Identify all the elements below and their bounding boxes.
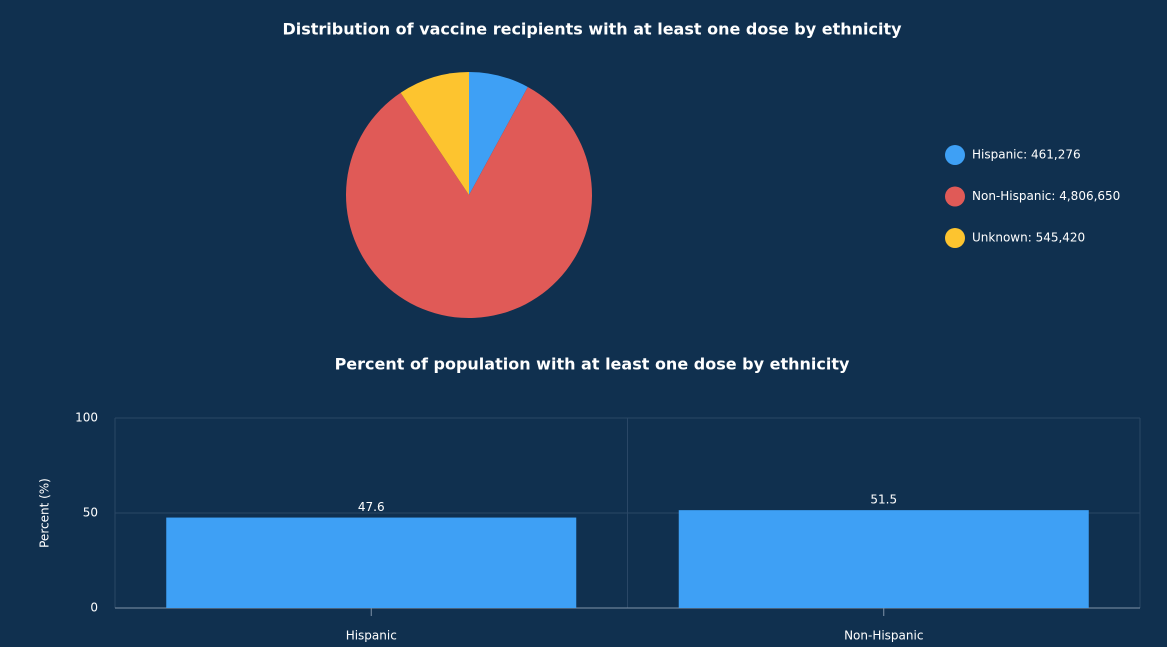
y-axis-label: Percent (%) xyxy=(38,478,52,548)
legend-marker xyxy=(945,145,965,165)
pie-title: Distribution of vaccine recipients with … xyxy=(282,20,902,39)
value-label: 47.6 xyxy=(358,500,385,514)
legend-label: Hispanic: 461,276 xyxy=(972,148,1081,162)
pie-slice xyxy=(469,72,528,195)
bar-title: Percent of population with at least one … xyxy=(335,355,850,374)
pie-slice xyxy=(345,86,592,318)
bar xyxy=(678,510,1089,608)
x-tick-label: Hispanic xyxy=(346,629,397,643)
bar xyxy=(166,517,577,608)
pie-slice xyxy=(400,72,469,195)
x-tick-label: Non-Hispanic xyxy=(844,629,923,643)
legend-label: Non-Hispanic: 4,806,650 xyxy=(972,189,1120,203)
legend-marker xyxy=(945,186,965,207)
value-label: 51.5 xyxy=(870,493,897,507)
legend-label: Unknown: 545,420 xyxy=(972,231,1085,245)
y-tick-label: 100 xyxy=(75,411,98,425)
y-tick-label: 0 xyxy=(90,601,98,615)
y-tick-label: 50 xyxy=(83,506,98,520)
legend-marker xyxy=(945,228,965,248)
